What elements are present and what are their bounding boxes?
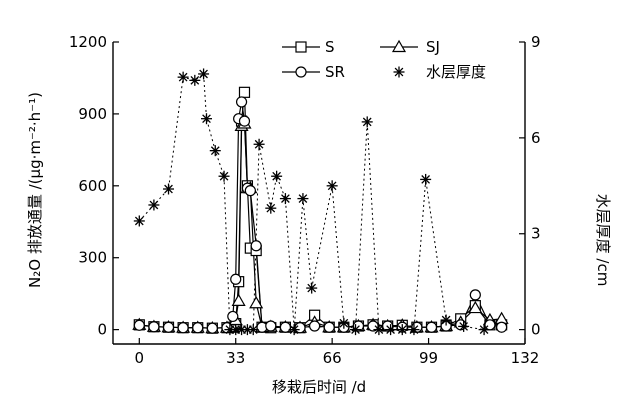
data-point-asterisk xyxy=(279,193,291,205)
x-tick-label: 132 xyxy=(511,349,540,367)
data-point-asterisk xyxy=(271,170,283,182)
x-tick-label: 99 xyxy=(419,349,438,367)
data-point-asterisk xyxy=(350,324,362,336)
data-point-asterisk xyxy=(408,324,420,336)
right-y-tick-label: 0 xyxy=(531,321,541,339)
data-point-asterisk xyxy=(148,199,160,211)
data-point-asterisk xyxy=(265,202,277,214)
data-point-asterisk xyxy=(297,193,309,205)
data-point-asterisk xyxy=(247,324,259,336)
data-point-asterisk xyxy=(361,116,373,128)
data-point-asterisk xyxy=(133,215,145,227)
data-point-circle xyxy=(323,321,335,333)
x-axis-title: 移栽后时间 /d xyxy=(272,378,366,396)
left-y-tick-label: 600 xyxy=(78,177,107,195)
data-point-circle xyxy=(250,240,262,252)
data-point-triangle xyxy=(249,296,264,309)
data-point-triangle xyxy=(231,293,246,306)
legend: S SJ SR 水层厚度 xyxy=(282,38,486,81)
data-point-circle xyxy=(206,322,218,334)
data-point-circle xyxy=(227,310,239,323)
data-point-circle xyxy=(230,273,242,285)
legend-marker-asterisk xyxy=(393,66,405,78)
right-y-tick-label: 6 xyxy=(531,129,541,147)
data-point-circle xyxy=(177,322,189,334)
series-line-square xyxy=(139,92,502,329)
data-point-circle xyxy=(469,289,481,301)
data-point-asterisk xyxy=(209,145,221,157)
data-point-asterisk xyxy=(201,113,213,125)
series-line-triangle xyxy=(139,122,502,329)
ticks: 0 33 66 99 132 0 300 600 900 1200 0 3 6 9 xyxy=(69,33,541,367)
right-y-tick-label: 9 xyxy=(531,33,541,51)
data-point-asterisk xyxy=(189,74,201,86)
right-y-axis-title: 水层厚度 /cm xyxy=(594,194,612,287)
data-point-asterisk xyxy=(288,324,300,336)
left-y-tick-label: 1200 xyxy=(69,33,107,51)
legend-label: SJ xyxy=(426,38,440,56)
data-point-circle xyxy=(496,321,508,333)
data-point-asterisk xyxy=(385,324,397,336)
data-point-circle xyxy=(367,320,379,332)
data-point-asterisk xyxy=(396,324,408,336)
data-point-asterisk xyxy=(326,180,338,192)
data-point-asterisk xyxy=(458,320,470,332)
data-point-circle xyxy=(192,322,204,334)
series-lines xyxy=(138,73,502,331)
left-y-tick-label: 0 xyxy=(97,321,107,339)
x-tick-label: 0 xyxy=(135,349,145,367)
data-point-circle xyxy=(244,185,256,197)
data-point-asterisk xyxy=(253,138,265,150)
left-y-tick-label: 900 xyxy=(78,105,107,123)
data-point-asterisk xyxy=(478,324,490,336)
data-point-triangle xyxy=(468,300,483,314)
legend-marker-triangle xyxy=(391,39,407,53)
data-point-asterisk xyxy=(440,314,452,326)
x-tick-label: 66 xyxy=(323,349,342,367)
x-tick-label: 33 xyxy=(226,349,245,367)
data-point-circle xyxy=(425,321,438,333)
left-y-axis-title: N₂O 排放通量 /(μg·m⁻²·h⁻¹) xyxy=(26,92,44,288)
data-point-circle xyxy=(279,321,291,333)
data-point-asterisk xyxy=(177,71,189,83)
data-point-circle xyxy=(162,321,175,333)
data-point-circle xyxy=(235,96,248,108)
data-point-circle xyxy=(309,320,321,332)
data-point-circle xyxy=(238,115,251,127)
legend-label: 水层厚度 xyxy=(426,63,486,81)
series-line-circle xyxy=(139,101,502,329)
data-point-circle xyxy=(148,321,160,333)
data-point-asterisk xyxy=(420,173,432,185)
series-markers xyxy=(132,68,509,336)
data-point-asterisk xyxy=(373,324,385,336)
data-point-asterisk xyxy=(218,170,230,182)
data-point-asterisk xyxy=(198,68,210,80)
left-y-tick-label: 300 xyxy=(78,249,107,267)
data-point-circle xyxy=(133,319,145,331)
axes xyxy=(112,42,526,345)
legend-label: S xyxy=(325,38,335,56)
data-point-asterisk xyxy=(338,317,350,329)
data-point-square xyxy=(238,86,251,98)
data-point-asterisk xyxy=(163,183,175,195)
legend-label: SR xyxy=(325,63,345,81)
right-y-tick-label: 3 xyxy=(531,225,541,243)
data-point-circle xyxy=(484,319,496,331)
data-point-circle xyxy=(265,320,277,332)
data-point-asterisk xyxy=(306,282,318,294)
legend-marker-square xyxy=(295,41,307,53)
legend-marker-circle xyxy=(295,66,307,78)
